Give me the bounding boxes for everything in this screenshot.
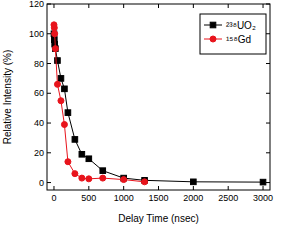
x-tick-label: 2000 xyxy=(183,193,203,203)
data-point xyxy=(100,175,106,181)
y-tick-right xyxy=(266,63,270,64)
x-tick-label: 2500 xyxy=(218,193,238,203)
x-tick-label: 1000 xyxy=(114,193,134,203)
x-tick xyxy=(123,186,124,190)
data-point xyxy=(191,179,197,185)
x-axis-label: Delay Time (nsec) xyxy=(118,213,199,224)
y-tick xyxy=(47,63,51,64)
data-point xyxy=(260,179,266,185)
x-tick-top xyxy=(193,4,194,8)
y-tick-right xyxy=(266,123,270,124)
x-tick-top xyxy=(88,4,89,8)
data-point xyxy=(62,86,68,92)
x-tick xyxy=(193,186,194,190)
y-tick-label: 60 xyxy=(34,88,44,98)
x-tick-label: 3000 xyxy=(253,193,273,203)
data-point xyxy=(58,98,64,104)
y-tick-right xyxy=(266,93,270,94)
x-tick-top xyxy=(263,4,264,8)
legend-marker xyxy=(210,22,216,28)
data-point xyxy=(65,159,71,165)
y-tick-right xyxy=(266,182,270,183)
data-point xyxy=(86,176,92,182)
series-line xyxy=(54,34,263,182)
x-tick-label: 0 xyxy=(51,193,56,203)
data-point xyxy=(72,171,78,177)
x-tick xyxy=(53,186,54,190)
legend-label: ²³⁸UO₂ xyxy=(226,20,256,31)
data-point xyxy=(65,110,71,116)
data-point xyxy=(79,175,85,181)
x-tick-label: 500 xyxy=(81,193,96,203)
y-tick-right xyxy=(266,33,270,34)
y-tick-right xyxy=(266,4,270,5)
y-tick-right xyxy=(266,152,270,153)
data-point xyxy=(54,81,60,87)
y-tick xyxy=(47,33,51,34)
x-tick xyxy=(88,186,89,190)
data-point xyxy=(121,177,127,183)
data-point xyxy=(142,179,148,185)
legend: ²³⁸UO₂ ¹⁵⁸Gd xyxy=(200,14,266,54)
y-tick xyxy=(47,152,51,153)
y-tick-label: 0 xyxy=(39,178,44,188)
data-point xyxy=(51,25,57,31)
y-tick-label: 120 xyxy=(29,0,44,9)
y-tick-label: 20 xyxy=(34,148,44,158)
y-tick xyxy=(47,123,51,124)
data-point xyxy=(100,168,106,174)
data-point xyxy=(61,122,67,128)
x-tick-top xyxy=(123,4,124,8)
y-axis-label: Relative Intensity (%) xyxy=(2,50,13,144)
y-tick xyxy=(47,93,51,94)
x-tick xyxy=(228,186,229,190)
legend-box xyxy=(200,14,266,54)
y-tick-label: 100 xyxy=(29,29,44,39)
data-point xyxy=(52,46,58,52)
data-point xyxy=(58,76,64,82)
plot-frame xyxy=(47,4,270,190)
data-point xyxy=(72,137,78,143)
x-tick-top xyxy=(158,4,159,8)
x-tick xyxy=(158,186,159,190)
y-tick xyxy=(47,4,51,5)
data-point xyxy=(51,31,57,37)
data-point xyxy=(86,156,92,162)
data-point xyxy=(52,31,58,37)
y-tick-label: 80 xyxy=(34,59,44,69)
x-tick-top xyxy=(228,4,229,8)
data-point xyxy=(79,151,85,157)
chart: 0 500 1000 1500 2000 2500 3000 0 20 40 60 80 100 120 D… xyxy=(0,0,284,240)
data-point xyxy=(53,46,59,52)
x-tick xyxy=(263,186,264,190)
y-tick xyxy=(47,182,51,183)
series-line xyxy=(54,25,145,182)
y-tick-label: 40 xyxy=(34,118,44,128)
x-tick-label: 1500 xyxy=(148,193,168,203)
x-tick-top xyxy=(53,4,54,8)
legend-label: ¹⁵⁸Gd xyxy=(226,34,251,45)
legend-marker xyxy=(210,36,216,42)
